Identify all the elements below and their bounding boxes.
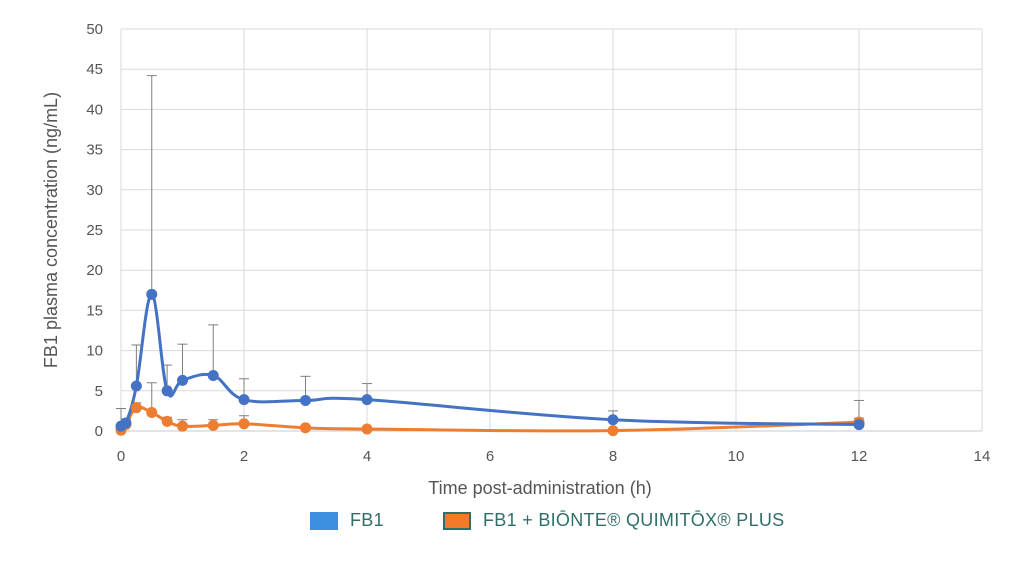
legend-item-fb1-quimitox[interactable]: FB1 + BIŌNTE® QUIMITŌX® PLUS bbox=[443, 510, 784, 531]
series-points bbox=[115, 288, 865, 437]
data-point-series-0 bbox=[207, 370, 219, 382]
x-tick-label: 14 bbox=[974, 448, 991, 465]
chart: 0 5 10 15 20 25 30 35 40 45 50 0 2 4 6 8 10 12 14 Time po… bbox=[41, 21, 991, 498]
y-axis-title: FB1 plasma concentration (ng/mL) bbox=[41, 92, 61, 368]
legend: FB1 FB1 + BIŌNTE® QUIMITŌX® PLUS bbox=[0, 510, 1024, 540]
y-tick-label: 15 bbox=[86, 302, 103, 319]
data-point-series-0 bbox=[146, 288, 158, 300]
data-point-series-0 bbox=[161, 385, 173, 397]
x-tick-label: 10 bbox=[728, 448, 745, 465]
y-tick-label: 5 bbox=[95, 383, 103, 400]
x-axis-title: Time post-administration (h) bbox=[428, 478, 651, 498]
x-tick-label: 8 bbox=[609, 448, 617, 465]
legend-label-fb1: FB1 bbox=[350, 510, 384, 530]
data-point-series-0 bbox=[853, 419, 865, 431]
data-point-series-1 bbox=[300, 422, 311, 434]
gridlines bbox=[120, 28, 983, 432]
x-tick-label: 0 bbox=[117, 448, 125, 465]
data-point-series-0 bbox=[120, 417, 132, 429]
data-point-series-0 bbox=[177, 374, 188, 386]
data-point-series-0 bbox=[130, 380, 142, 392]
x-tick-label: 2 bbox=[240, 448, 248, 465]
data-point-series-1 bbox=[146, 407, 158, 419]
y-tick-label: 50 bbox=[86, 21, 103, 38]
data-point-series-0 bbox=[607, 414, 619, 426]
legend-label-fb1-quimitox: FB1 + BIŌNTE® QUIMITŌX® PLUS bbox=[483, 510, 785, 530]
data-point-series-1 bbox=[361, 423, 373, 435]
data-point-series-1 bbox=[238, 418, 250, 430]
legend-swatch-fb1 bbox=[310, 511, 338, 530]
y-tick-label: 20 bbox=[86, 262, 103, 279]
y-tick-label: 40 bbox=[86, 101, 103, 118]
legend-item-fb1[interactable]: FB1 bbox=[310, 510, 384, 531]
y-tick-label: 0 bbox=[95, 423, 103, 440]
data-point-series-1 bbox=[161, 415, 173, 427]
x-axis-ticks: 0 2 4 6 8 10 12 14 bbox=[117, 448, 991, 465]
y-tick-label: 30 bbox=[86, 182, 103, 199]
y-tick-label: 35 bbox=[86, 142, 103, 159]
data-point-series-0 bbox=[361, 394, 373, 406]
data-point-series-0 bbox=[238, 394, 250, 406]
data-point-series-1 bbox=[607, 425, 619, 437]
y-tick-label: 25 bbox=[86, 222, 103, 239]
y-tick-label: 45 bbox=[86, 61, 103, 78]
x-tick-label: 12 bbox=[851, 448, 868, 465]
y-axis-ticks: 0 5 10 15 20 25 30 35 40 45 50 bbox=[86, 21, 103, 440]
data-point-series-1 bbox=[177, 420, 188, 432]
x-tick-label: 4 bbox=[363, 448, 371, 465]
y-tick-label: 10 bbox=[86, 343, 103, 360]
x-tick-label: 6 bbox=[486, 448, 494, 465]
data-point-series-1 bbox=[130, 402, 142, 414]
data-point-series-1 bbox=[207, 419, 219, 431]
legend-swatch-fb1-quimitox bbox=[443, 511, 471, 530]
data-point-series-0 bbox=[300, 394, 311, 406]
